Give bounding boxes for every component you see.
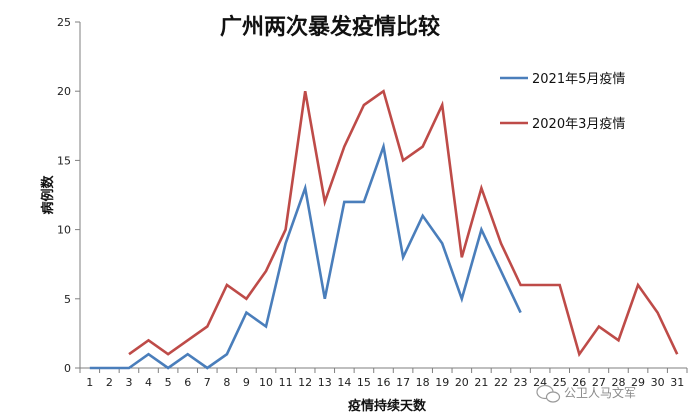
legend-label-2: 2020年3月疫情	[532, 116, 625, 132]
wechat-bubble-icon	[536, 384, 561, 403]
x-tick-label: 30	[651, 376, 665, 389]
x-tick-label: 21	[474, 376, 488, 389]
x-tick-label: 26	[572, 376, 586, 389]
watermark: 公卫人马文军	[536, 384, 636, 403]
x-tick-label: 2	[106, 376, 113, 389]
axes	[75, 21, 688, 373]
x-tick-label: 4	[145, 376, 152, 389]
x-tick-label: 19	[435, 376, 449, 389]
x-tick-label: 7	[204, 376, 211, 389]
x-tick-label: 29	[631, 376, 645, 389]
x-tick-label: 9	[243, 376, 250, 389]
x-axis-label: 疫情持续天数	[348, 398, 427, 414]
y-tick-label: 20	[57, 85, 71, 98]
series-line-1	[89, 141, 522, 370]
x-tick-label: 28	[611, 376, 625, 389]
y-tick-label: 5	[64, 293, 71, 306]
x-tick-label: 3	[125, 376, 132, 389]
x-tick-label: 12	[298, 376, 312, 389]
y-tick-label: 0	[64, 362, 71, 375]
x-tick-label: 8	[223, 376, 230, 389]
x-tick-label: 20	[455, 376, 469, 389]
x-tick-label: 14	[337, 376, 351, 389]
x-tick-label: 13	[318, 376, 332, 389]
y-axis-label: 病例数	[40, 175, 56, 215]
x-tick-label: 15	[357, 376, 371, 389]
x-tick-label: 1	[86, 376, 93, 389]
x-tick-label: 25	[553, 376, 567, 389]
x-tick-label: 17	[396, 376, 410, 389]
watermark-text: 公卫人马文军	[564, 385, 636, 400]
x-tick-label: 6	[184, 376, 191, 389]
series-line-2	[128, 89, 679, 358]
x-tick-label: 16	[377, 376, 391, 389]
x-tick-label: 23	[514, 376, 528, 389]
legend-label-1: 2021年5月疫情	[532, 71, 625, 87]
x-tick-label: 27	[592, 376, 606, 389]
y-tick-label: 10	[57, 224, 71, 237]
chart-title: 广州两次暴发疫情比较	[220, 14, 440, 40]
x-tick-label: 18	[416, 376, 430, 389]
x-tick-label: 22	[494, 376, 508, 389]
legend: 2021年5月疫情 2020年3月疫情	[500, 71, 625, 132]
series-lines	[89, 89, 679, 370]
x-tick-label: 11	[279, 376, 293, 389]
x-tick-label: 10	[259, 376, 273, 389]
y-tick-label: 25	[57, 16, 71, 29]
x-tick-label: 5	[165, 376, 172, 389]
y-tick-label: 15	[57, 154, 71, 167]
x-tick-label: 31	[670, 376, 684, 389]
